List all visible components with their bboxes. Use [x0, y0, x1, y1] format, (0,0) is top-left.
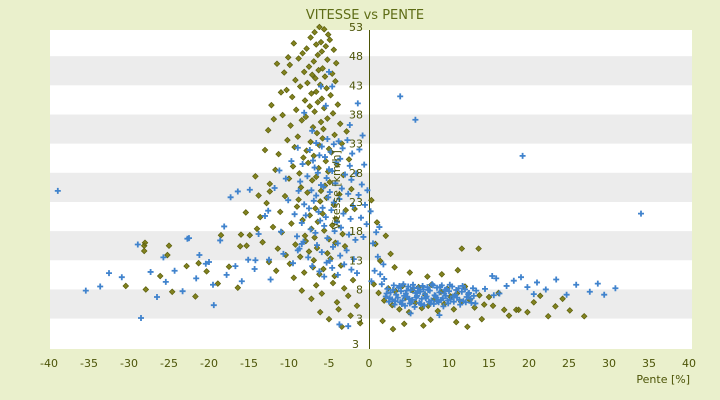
y-tick-label: 33: [349, 138, 363, 151]
x-tick-label: 30: [602, 357, 616, 370]
x-tick-label: -35: [80, 357, 98, 370]
x-tick-label: -5: [324, 357, 335, 370]
chart-title: VITESSE vs PENTE: [306, 8, 424, 23]
x-tick-label: 15: [482, 357, 496, 370]
y-axis-title: Vitesse [km/h]: [330, 150, 343, 230]
y-tick-label: 53: [349, 21, 363, 34]
x-axis-tick-labels: -40 -35 -30 -25 -20 -15 -10 -5 0 5 10 15 20 25 30 35 40: [40, 357, 696, 370]
y-tick-label: 38: [349, 108, 363, 121]
y-tick-label: 28: [349, 167, 363, 180]
y-axis-corner-label: 3: [352, 338, 359, 351]
x-tick-label: -40: [40, 357, 58, 370]
x-tick-label: 40: [682, 357, 696, 370]
x-tick-label: 20: [522, 357, 536, 370]
y-tick-label: 48: [349, 50, 363, 63]
x-tick-label: -20: [200, 357, 218, 370]
plot-area: [50, 30, 692, 349]
grid-stripe: [50, 114, 692, 144]
data-points-blue: [54, 68, 644, 330]
x-tick-label: -25: [160, 357, 178, 370]
x-tick-label: 5: [406, 357, 413, 370]
series-blue-crosses: [54, 68, 644, 330]
x-tick-label: 10: [442, 357, 456, 370]
y-tick-label: 3: [356, 313, 363, 326]
grid-stripe: [50, 172, 692, 202]
x-tick-label: -30: [120, 357, 138, 370]
y-tick-label: 13: [349, 254, 363, 267]
x-tick-label: 25: [562, 357, 576, 370]
y-tick-label: 8: [356, 283, 363, 296]
y-tick-label: 18: [349, 225, 363, 238]
y-tick-label: 43: [349, 79, 363, 92]
x-tick-label: -15: [240, 357, 258, 370]
x-tick-label: 0: [366, 357, 373, 370]
y-tick-label: 23: [349, 196, 363, 209]
x-tick-label: -10: [280, 357, 298, 370]
grid-stripe: [50, 56, 692, 86]
x-tick-label: 35: [642, 357, 656, 370]
grid-stripe: [50, 231, 692, 261]
x-axis-title: Pente [%]: [636, 373, 690, 386]
grid-stripe: [50, 289, 692, 319]
